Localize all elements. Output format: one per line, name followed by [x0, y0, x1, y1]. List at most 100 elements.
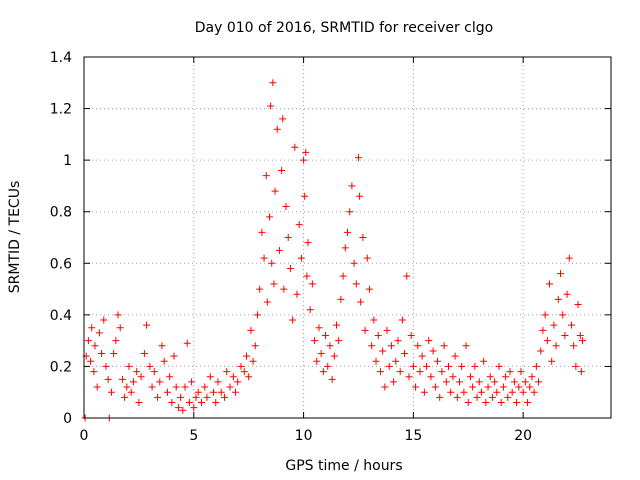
- data-point: [258, 228, 266, 236]
- data-point: [319, 368, 327, 376]
- data-point: [278, 166, 286, 174]
- data-point: [268, 259, 276, 267]
- data-point: [282, 203, 290, 211]
- data-point: [387, 342, 395, 350]
- data-point: [460, 388, 468, 396]
- data-point: [396, 368, 404, 376]
- data-point: [493, 388, 501, 396]
- data-point: [84, 337, 92, 345]
- grid-lines: [84, 57, 611, 418]
- data-point: [291, 143, 299, 151]
- data-point: [537, 347, 545, 355]
- data-point: [260, 254, 268, 262]
- data-point: [190, 404, 198, 412]
- data-point: [513, 399, 521, 407]
- data-point: [578, 337, 586, 345]
- data-point: [166, 373, 174, 381]
- data-point: [163, 388, 171, 396]
- data-point: [170, 352, 178, 360]
- data-point: [127, 388, 135, 396]
- data-point: [242, 352, 250, 360]
- data-point: [565, 254, 573, 262]
- data-point: [550, 321, 558, 329]
- data-point: [194, 388, 202, 396]
- data-point: [304, 239, 312, 247]
- data-point: [104, 375, 112, 383]
- data-point: [87, 357, 95, 365]
- data-point: [293, 290, 301, 298]
- data-point: [572, 362, 580, 370]
- data-point: [269, 79, 277, 87]
- data-point: [480, 357, 488, 365]
- data-point: [326, 342, 334, 350]
- data-point: [245, 373, 253, 381]
- data-point: [271, 187, 279, 195]
- data-point: [372, 357, 380, 365]
- data-point: [357, 298, 365, 306]
- y-tick-label: 1.2: [50, 102, 72, 118]
- data-point: [107, 388, 115, 396]
- data-point: [203, 393, 211, 401]
- data-point: [368, 342, 376, 350]
- axis-ticks: [83, 56, 611, 419]
- data-point: [223, 368, 231, 376]
- data-point: [416, 368, 424, 376]
- data-point: [521, 378, 529, 386]
- data-point: [574, 301, 582, 309]
- data-point: [409, 362, 417, 370]
- data-point: [212, 399, 220, 407]
- data-point: [322, 331, 330, 339]
- data-point: [346, 208, 354, 216]
- data-point: [177, 393, 185, 401]
- data-point: [95, 329, 103, 337]
- data-point: [458, 362, 466, 370]
- data-point: [172, 383, 180, 391]
- data-point: [247, 326, 255, 334]
- data-point: [552, 342, 560, 350]
- data-point: [488, 393, 496, 401]
- data-point: [451, 352, 459, 360]
- data-point: [146, 362, 154, 370]
- data-point: [482, 399, 490, 407]
- data-point: [197, 399, 205, 407]
- y-tick-label: 0.6: [50, 256, 72, 272]
- data-point: [356, 192, 364, 200]
- data-point: [440, 342, 448, 350]
- data-point: [143, 321, 151, 329]
- data-point: [466, 373, 474, 381]
- data-point: [160, 357, 168, 365]
- data-point: [541, 311, 549, 319]
- data-point: [217, 388, 225, 396]
- data-point: [118, 375, 126, 383]
- data-point: [445, 362, 453, 370]
- data-point: [100, 316, 108, 324]
- y-tick-label: 1.4: [50, 50, 72, 66]
- data-point: [181, 383, 189, 391]
- data-point: [502, 373, 510, 381]
- data-point: [455, 378, 463, 386]
- data-point: [210, 388, 218, 396]
- data-point: [253, 311, 261, 319]
- data-point: [374, 331, 382, 339]
- plot-frame: [83, 56, 612, 419]
- data-point: [559, 311, 567, 319]
- data-point: [414, 342, 422, 350]
- data-point: [273, 125, 281, 133]
- data-point: [333, 321, 341, 329]
- data-point: [567, 321, 575, 329]
- data-point: [365, 285, 373, 293]
- data-point: [206, 373, 214, 381]
- data-point: [262, 172, 270, 180]
- data-point: [352, 280, 360, 288]
- data-point: [300, 156, 308, 164]
- data-point: [506, 368, 514, 376]
- y-tick-label: 0: [63, 411, 72, 427]
- data-point: [284, 234, 292, 241]
- data-point: [158, 342, 166, 350]
- data-point: [275, 246, 283, 254]
- data-point: [418, 352, 426, 360]
- data-point: [303, 272, 311, 280]
- data-point: [295, 221, 303, 229]
- data-point: [234, 378, 242, 386]
- data-point: [192, 393, 200, 401]
